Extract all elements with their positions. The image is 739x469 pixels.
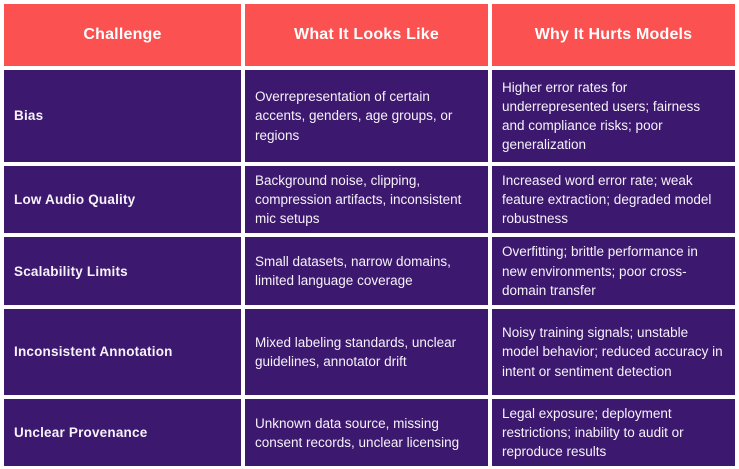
cell-challenge: Inconsistent Annotation <box>4 308 241 395</box>
column-header-why-it-hurts-models: Why It Hurts Models <box>492 4 735 66</box>
column-header-challenge: Challenge <box>4 4 241 66</box>
cell-looks-like: Small datasets, narrow domains, limited … <box>245 237 488 305</box>
cell-hurts: Increased word error rate; weak feature … <box>492 166 735 234</box>
table-row-unclear-provenance: Unclear Provenance Unknown data source, … <box>4 398 735 467</box>
cell-challenge: Low Audio Quality <box>4 166 241 234</box>
table-row-low-audio-quality: Low Audio Quality Background noise, clip… <box>4 166 735 234</box>
cell-hurts: Noisy training signals; unstable model b… <box>492 308 735 395</box>
column-header-what-it-looks-like: What It Looks Like <box>245 4 488 66</box>
cell-looks-like: Mixed labeling standards, unclear guidel… <box>245 308 488 395</box>
cell-challenge: Unclear Provenance <box>4 398 241 467</box>
table-row-scalability-limits: Scalability Limits Small datasets, narro… <box>4 237 735 305</box>
cell-challenge: Bias <box>4 70 241 162</box>
cell-hurts: Legal exposure; deployment restrictions;… <box>492 398 735 467</box>
cell-looks-like: Unknown data source, missing consent rec… <box>245 398 488 467</box>
cell-looks-like: Background noise, clipping, compression … <box>245 166 488 234</box>
cell-challenge: Scalability Limits <box>4 237 241 305</box>
table-row-bias: Bias Overrepresentation of certain accen… <box>4 70 735 162</box>
cell-hurts: Higher error rates for underrepresented … <box>492 70 735 162</box>
cell-looks-like: Overrepresentation of certain accents, g… <box>245 70 488 162</box>
header-row: Challenge What It Looks Like Why It Hurt… <box>4 4 735 66</box>
cell-hurts: Overfitting; brittle performance in new … <box>492 237 735 305</box>
table-row-inconsistent-annotation: Inconsistent Annotation Mixed labeling s… <box>4 308 735 395</box>
